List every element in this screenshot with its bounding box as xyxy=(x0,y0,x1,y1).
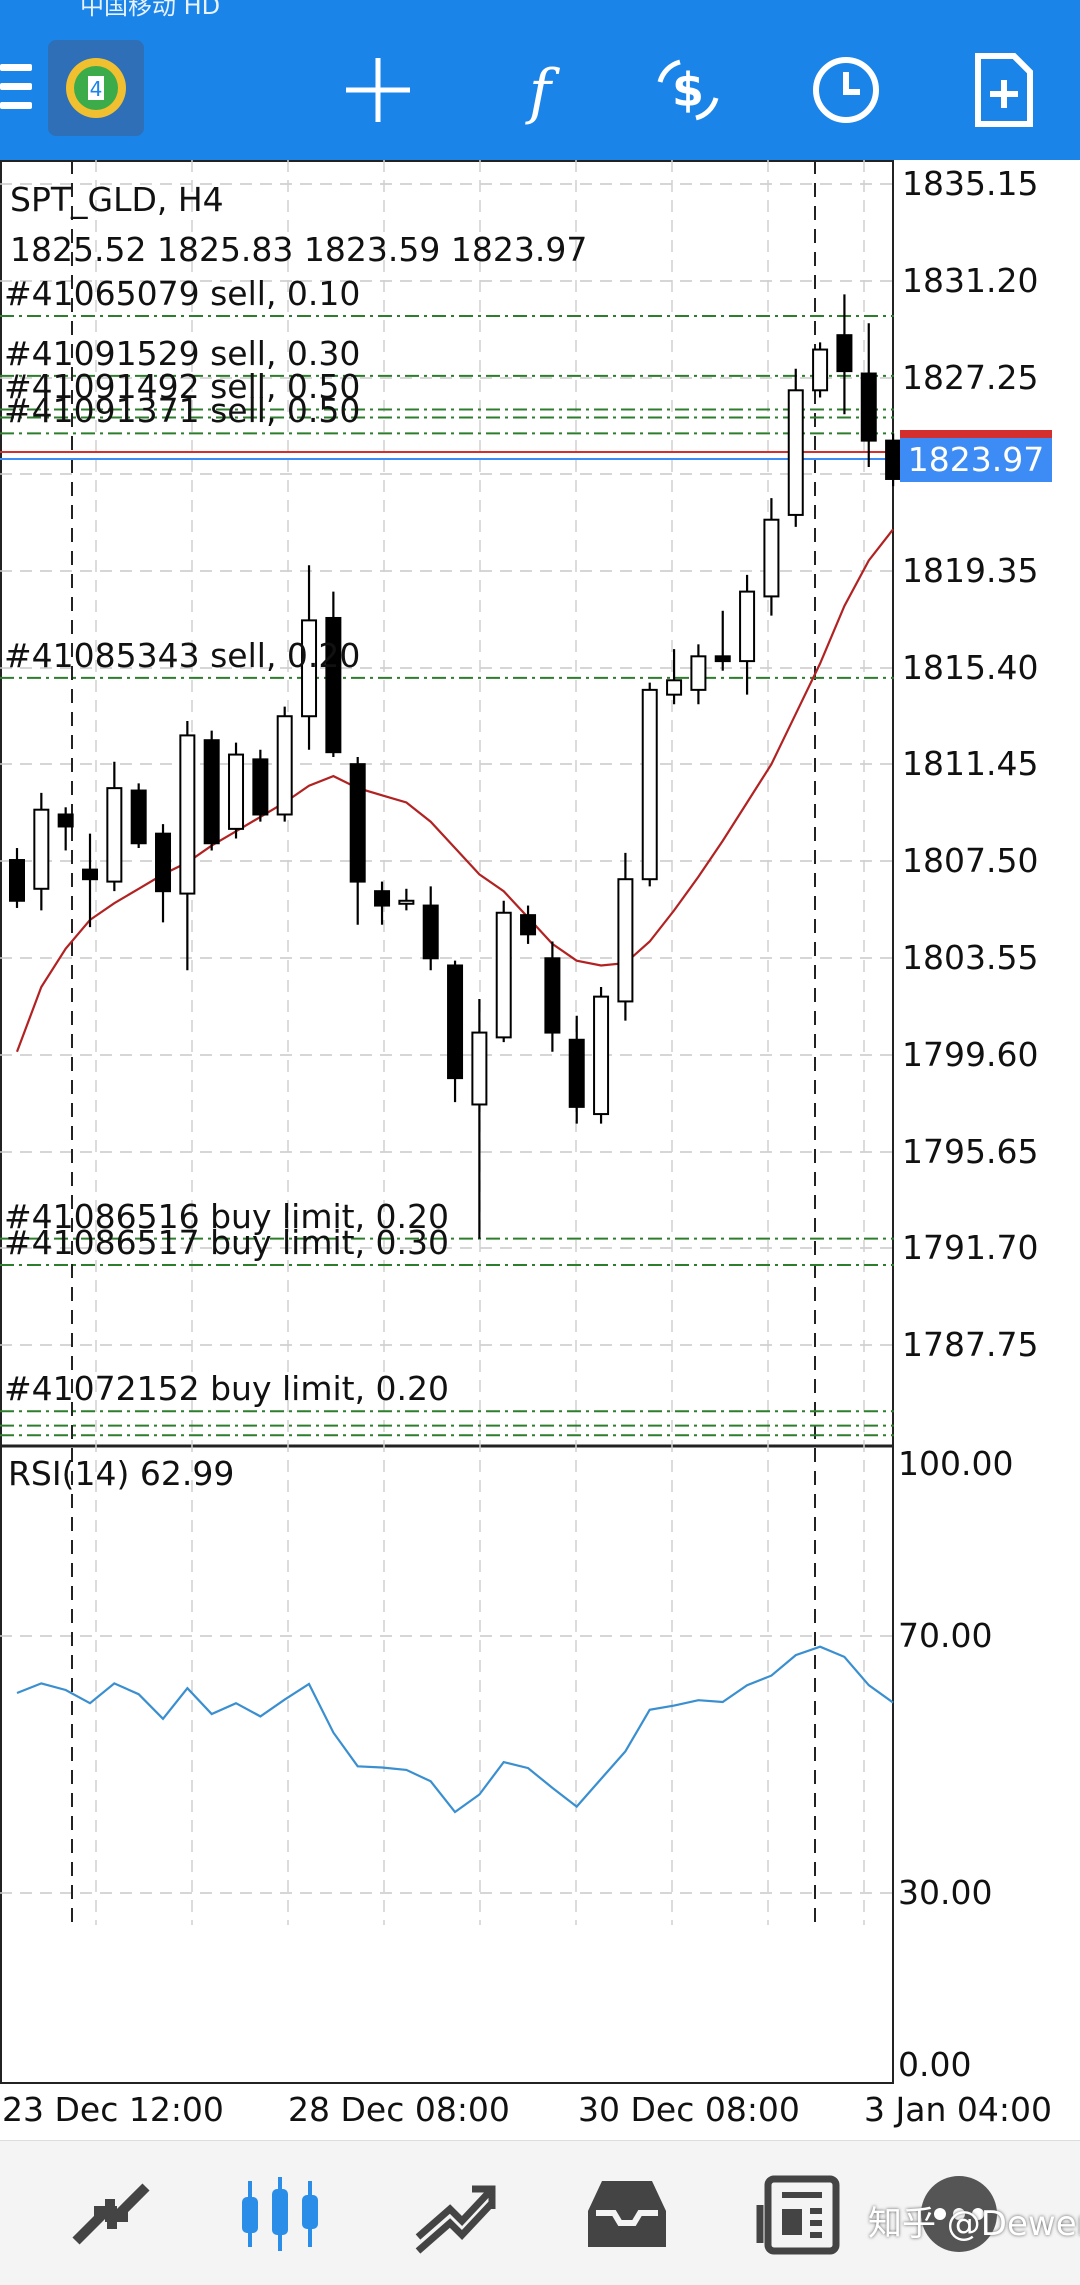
svg-text:$: $ xyxy=(672,63,704,117)
candle-up xyxy=(33,808,50,890)
candle-down xyxy=(885,439,902,480)
order-label[interactable]: #41091529 sell, 0.30 xyxy=(4,333,361,373)
candle-down xyxy=(57,813,74,828)
price-axis-label: 1803.55 xyxy=(902,938,1039,977)
price-axis-label: 1811.45 xyxy=(902,744,1039,783)
order-label[interactable]: #41086516 buy limit, 0.20 xyxy=(4,1196,450,1236)
chart-canvas[interactable] xyxy=(0,160,1080,2140)
candle-down xyxy=(130,789,147,845)
price-axis-label: 1795.65 xyxy=(902,1132,1039,1171)
candle-up xyxy=(666,679,683,696)
watermark: 知乎 @Dewen xyxy=(868,2204,1080,2244)
chart-icon[interactable] xyxy=(236,2171,326,2257)
rsi-label: RSI(14) 62.99 xyxy=(8,1454,235,1493)
svg-text:f: f xyxy=(525,57,561,127)
candle-down xyxy=(520,914,537,936)
candle-up xyxy=(739,590,756,663)
chart-area[interactable] xyxy=(0,160,1080,2140)
order-label[interactable]: #41072152 buy limit, 0.20 xyxy=(4,1369,450,1409)
candle-up xyxy=(617,878,634,1003)
price-axis-label: 1831.20 xyxy=(902,261,1039,300)
candle-up xyxy=(812,348,829,392)
candle-down xyxy=(349,763,366,883)
trade-nav-icon[interactable] xyxy=(410,2171,500,2257)
price-axis-label: 1827.25 xyxy=(902,358,1039,397)
candle-up xyxy=(641,688,658,881)
time-label-0: 23 Dec 12:00 xyxy=(2,2090,224,2129)
candle-up xyxy=(228,753,245,830)
trade-icon[interactable]: $ xyxy=(650,52,726,128)
candle-down xyxy=(252,758,269,816)
symbol-label: SPT_GLD, H4 xyxy=(10,180,224,219)
time-label-2: 30 Dec 08:00 xyxy=(578,2090,800,2129)
price-axis-label: 1787.75 xyxy=(902,1325,1039,1364)
candle-down xyxy=(82,868,99,881)
time-label-1: 28 Dec 08:00 xyxy=(288,2090,510,2129)
rsi-axis-label: 70.00 xyxy=(898,1616,993,1655)
order-label[interactable]: #41085343 sell, 0.20 xyxy=(4,635,361,675)
candle-up xyxy=(495,911,512,1039)
time-label-3: 3 Jan 04:00 xyxy=(864,2090,1052,2129)
candle-down xyxy=(860,372,877,442)
candle-down xyxy=(714,655,731,663)
candle-up xyxy=(690,655,707,691)
candle-down xyxy=(568,1038,585,1108)
rsi-axis-label: 30.00 xyxy=(898,1873,993,1912)
bid-price-marker xyxy=(900,430,1052,440)
candle-down xyxy=(447,964,464,1080)
mt4-logo[interactable]: 4 xyxy=(48,40,144,136)
candle-down xyxy=(422,904,439,960)
candle-up xyxy=(763,518,780,598)
candle-up xyxy=(398,899,415,905)
candle-up xyxy=(471,1031,488,1106)
price-axis-label: 1799.60 xyxy=(902,1035,1039,1074)
candle-down xyxy=(9,859,25,902)
indicators-icon[interactable]: f xyxy=(502,52,578,128)
candle-up xyxy=(179,734,196,895)
candle-down xyxy=(155,832,172,893)
price-axis-label: 1835.15 xyxy=(902,164,1039,203)
quotes-icon[interactable] xyxy=(66,2171,156,2257)
order-label[interactable]: #41091492 sell, 0.50 xyxy=(4,367,361,407)
current-price-badge: 1823.97 xyxy=(900,438,1052,482)
candle-up xyxy=(593,995,610,1116)
order-label[interactable]: #41086517 buy limit, 0.30 xyxy=(4,1223,450,1263)
price-axis-label: 1815.40 xyxy=(902,648,1039,687)
order-label[interactable]: #41091371 sell, 0.50 xyxy=(4,391,361,431)
order-label[interactable]: #41065079 sell, 0.10 xyxy=(4,274,361,313)
ohlc-label: 1825.52 1825.83 1823.59 1823.97 xyxy=(10,230,588,269)
candle-up xyxy=(106,787,123,883)
candle-down xyxy=(374,890,391,907)
price-axis-label: 1791.70 xyxy=(902,1228,1039,1267)
more-icon[interactable] xyxy=(914,2171,1004,2257)
price-axis-label: 1807.50 xyxy=(902,841,1039,880)
candle-up xyxy=(301,619,318,718)
chart-frame xyxy=(0,160,894,2084)
candle-down xyxy=(325,616,342,754)
candle-down xyxy=(836,334,853,373)
rsi-line xyxy=(16,1645,894,1814)
top-toolbar: 中国移动 HD 4 f $ xyxy=(0,0,1080,160)
bottom-nav xyxy=(0,2140,1080,2285)
svg-text:4: 4 xyxy=(90,77,103,101)
add-object-icon[interactable] xyxy=(964,52,1040,128)
rsi-axis-label: 100.00 xyxy=(898,1444,1014,1483)
rsi-axis-label: 0.00 xyxy=(898,2045,972,2084)
crosshair-icon[interactable] xyxy=(340,52,416,128)
news-icon[interactable] xyxy=(756,2171,846,2257)
status-carrier: 中国移动 HD xyxy=(80,0,221,20)
candle-up xyxy=(787,389,804,516)
candle-down xyxy=(544,957,561,1034)
candle-down xyxy=(203,739,220,845)
menu-icon[interactable] xyxy=(0,64,32,114)
history-icon[interactable] xyxy=(582,2171,672,2257)
timeframe-icon[interactable] xyxy=(808,52,884,128)
price-axis-label: 1819.35 xyxy=(902,551,1039,590)
candle-up xyxy=(276,715,293,816)
